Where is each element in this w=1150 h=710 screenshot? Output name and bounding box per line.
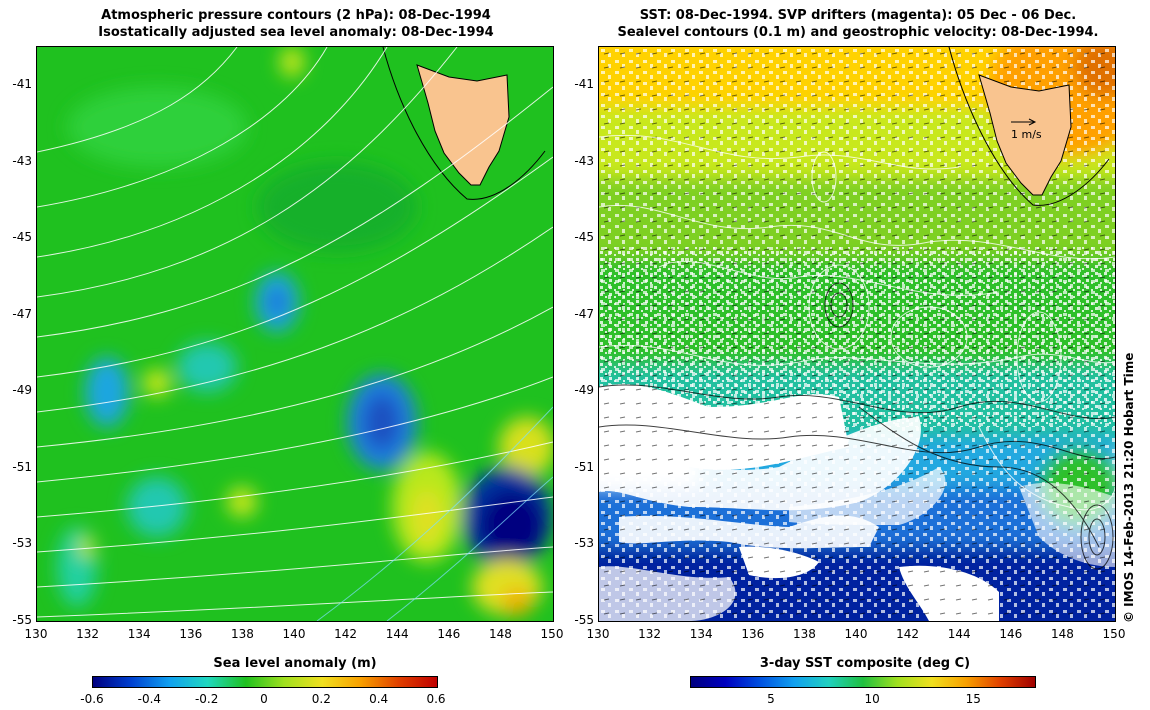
y-tick-label: -49: [12, 383, 32, 398]
pressure-contours-south: [316, 406, 553, 621]
left-colorbar-label: Sea level anomaly (m): [213, 656, 377, 671]
left-title-line1: Atmospheric pressure contours (2 hPa): 0…: [101, 8, 491, 23]
x-tick-label: 136: [741, 627, 765, 641]
pressure-contours: [37, 47, 553, 618]
x-tick-label: 146: [437, 627, 461, 641]
x-tick-label: 146: [999, 627, 1023, 641]
y-tick-label: -43: [12, 153, 32, 168]
tasmania-land-sst: [978, 74, 1072, 196]
sst-map: 1 m/s: [598, 46, 1116, 622]
x-tick-label: 148: [1050, 627, 1074, 641]
right-title-line2: Sealevel contours (0.1 m) and geostrophi…: [617, 25, 1099, 40]
x-tick-label: 132: [638, 627, 662, 641]
x-tick-label: 140: [282, 627, 306, 641]
right-title-line1: SST: 08-Dec-1994. SVP drifters (magenta)…: [639, 8, 1077, 23]
x-tick-label: 136: [179, 627, 203, 641]
sealevel-contours-black: [599, 282, 1115, 570]
x-tick-label: 138: [230, 627, 254, 641]
x-tick-label: 142: [896, 627, 920, 641]
colorbar-tick-label: -0.2: [194, 692, 219, 706]
colorbar-tick-label: 5: [767, 692, 775, 706]
credit-text: © IMOS 14-Feb-2013 21:20 Hobart Time: [1122, 352, 1136, 623]
y-tick-label: -45: [12, 230, 32, 245]
left-title-line2: Isostatically adjusted sea level anomaly…: [98, 25, 494, 40]
y-tick-label: -51: [12, 459, 32, 474]
ssh-anomaly-field: [57, 47, 553, 616]
x-tick-label: 132: [76, 627, 100, 641]
y-tick-label: -55: [574, 613, 594, 627]
colorbar-tick-label: 0: [260, 692, 268, 706]
x-tick-label: 140: [844, 627, 868, 641]
colorbar-tick-label: -0.4: [137, 692, 162, 706]
y-tick-label: -55: [12, 613, 32, 627]
colorbar-tick-label: 0.4: [369, 692, 389, 706]
y-tick-label: -47: [574, 306, 594, 321]
colorbar-tick-label: 15: [965, 692, 981, 706]
x-tick-label: 134: [689, 627, 713, 641]
x-tick-label: 130: [586, 627, 610, 641]
sea-level-colorbar: [92, 676, 438, 688]
colorbar-tick-label: -0.6: [80, 692, 104, 706]
right-colorbar-label: 3-day SST composite (deg C): [759, 656, 971, 671]
colorbar-tick-label: 0.6: [426, 692, 446, 706]
x-tick-label: 142: [334, 627, 358, 641]
x-tick-label: 144: [385, 627, 409, 641]
x-tick-label: 150: [1102, 627, 1126, 641]
y-tick-label: -43: [574, 153, 594, 168]
x-tick-label: 138: [792, 627, 816, 641]
tasmania-land: [416, 64, 510, 186]
y-tick-label: -45: [574, 230, 594, 245]
colorbar-tick-label: 10: [864, 692, 880, 706]
x-tick-label: 150: [540, 627, 564, 641]
y-tick-label: -53: [12, 536, 32, 551]
x-tick-label: 130: [24, 627, 48, 641]
colorbar-tick-label: 0.2: [311, 692, 331, 706]
y-tick-label: -41: [574, 77, 594, 92]
shelf-contour-sst: [948, 47, 1110, 206]
sst-colorbar: [690, 676, 1036, 688]
y-tick-label: -53: [574, 536, 594, 551]
shelf-contour: [382, 47, 546, 200]
x-tick-label: 134: [127, 627, 151, 641]
x-tick-label: 148: [488, 627, 512, 641]
velocity-scale-label: 1 m/s: [1011, 128, 1042, 141]
y-tick-label: -49: [574, 383, 594, 398]
y-tick-label: -47: [12, 306, 32, 321]
y-tick-label: -41: [12, 77, 32, 92]
sea-level-anomaly-map: [36, 46, 554, 622]
y-tick-label: -51: [574, 459, 594, 474]
sealevel-contours-white: [599, 134, 1115, 511]
x-tick-label: 144: [947, 627, 971, 641]
